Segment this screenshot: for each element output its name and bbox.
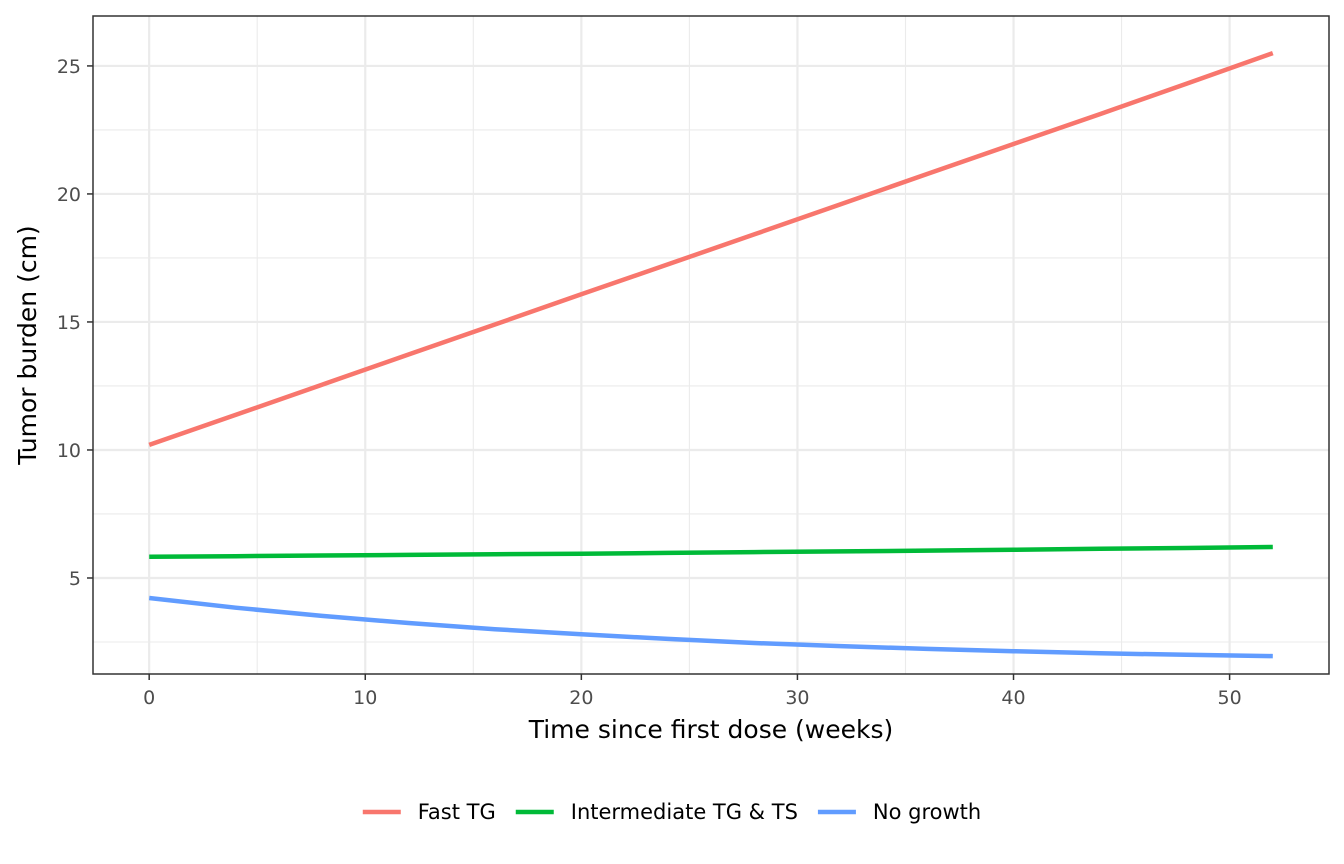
legend: Fast TG Intermediate TG & TS No growth: [362, 800, 981, 824]
grid-lines: [93, 16, 1329, 674]
series-line-1: [148, 50, 1274, 448]
plot-panel-border: [92, 15, 1330, 675]
x-tick-label: 20: [569, 687, 593, 709]
y-tick-label: 25: [57, 56, 81, 78]
y-axis-title: Tumor burden (cm): [13, 225, 42, 465]
legend-label-3: No growth: [873, 800, 981, 824]
legend-label-1: Fast TG: [418, 800, 496, 824]
legend-label-2: Intermediate TG & TS: [571, 800, 798, 824]
series-line-2: [149, 544, 1273, 559]
x-tick-label: 40: [1001, 687, 1025, 709]
x-tick-label: 0: [143, 687, 155, 709]
x-tick-label: 50: [1218, 687, 1242, 709]
x-tick-label: 30: [785, 687, 809, 709]
y-tick-label: 5: [69, 568, 81, 590]
x-axis-title: Time since first dose (weeks): [528, 715, 894, 744]
x-tick-label: 10: [353, 687, 377, 709]
series-line-3: [148, 595, 1273, 659]
y-tick-label: 10: [57, 440, 81, 462]
axis-ticks: 0 10 20 30 40 50 5 10 15 20 25: [57, 56, 1242, 709]
y-tick-label: 15: [57, 312, 81, 334]
series-lines: [148, 50, 1274, 659]
y-tick-label: 20: [57, 184, 81, 206]
